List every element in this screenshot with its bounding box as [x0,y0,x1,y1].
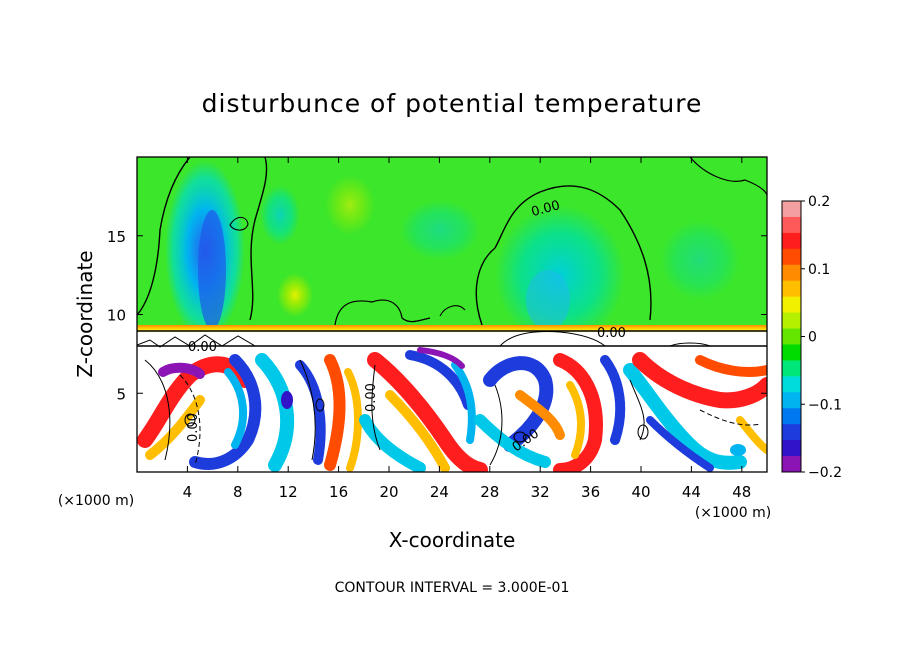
upper-contour-2 [249,157,268,321]
colorbar-tick-label: −0.1 [808,397,842,413]
x-tick-label: 12 [279,483,298,501]
cyan-patch-2 [400,200,480,260]
contour-label-upper-right: 0.00 [530,198,562,220]
colorbar-swatch [782,424,801,441]
colorbar-swatch [782,392,801,409]
contour-interval-note: CONTOUR INTERVAL = 3.000E-01 [335,580,570,596]
warm-patch-2 [325,175,375,235]
upper-contour-1 [137,157,191,316]
upper-contour-4 [334,299,431,326]
x-tick-label: 20 [379,483,398,501]
upper-contour-5 [689,157,767,196]
x-tick-label: 32 [531,483,550,501]
plot-area [137,157,767,472]
y-tick-label: 5 [116,385,126,403]
upper-contour-3 [475,185,652,326]
x-tick-label: 36 [581,483,600,501]
cyan-patch-3 [660,220,740,300]
y-tick-label: 10 [107,307,126,325]
warm-patch-1 [277,273,313,317]
cyan-patch [260,185,300,245]
colorbar-tick-label: 0.2 [808,194,830,210]
lower-contours [137,331,761,466]
y-axis-label: Z-coordinate [73,250,97,377]
colorbar-tick-label: 0.1 [808,262,830,278]
x-tick-label: 4 [183,483,193,501]
upper-contour-7 [439,305,466,317]
colorbar-swatch [782,248,801,266]
x-tick-label: 8 [233,483,243,501]
colorbar-swatch [782,344,801,361]
colorbar-swatch [782,408,801,425]
colorbar-swatch [782,328,801,345]
chart-title: disturbunce of potential temperature [202,89,703,118]
colorbar-swatch [782,376,801,393]
cool-plume-left-core [198,210,226,330]
x-tick-label: 40 [631,483,650,501]
colorbar-swatch [782,280,801,298]
x-unit-label: (×1000 m) [695,505,771,521]
colorbar-tick-label: −0.2 [808,465,842,481]
x-tick-label: 16 [329,483,348,501]
y-tick-label: 15 [107,228,126,246]
colorbar: 0.2 0.1 0 −0.1 −0.2 [781,194,842,481]
colorbar-swatch [782,456,801,473]
colorbar-swatch [782,201,801,218]
x-axis-label: X-coordinate [389,528,516,552]
contour-label-band-right: 0.00 [597,326,626,341]
x-axis-ticks: 4 8 12 16 20 24 28 32 36 40 44 48 [183,157,751,501]
x-tick-label: 44 [682,483,701,501]
z-unit-label: (×1000 m) [58,493,134,509]
contour-label-lower-1: 0.00 [186,413,201,442]
colorbar-swatch [782,440,801,457]
contour-label-lower-2: 0.00 [364,383,379,412]
x-tick-label: 28 [480,483,499,501]
colorbar-swatch [782,312,801,330]
colorbar-swatch [782,232,801,250]
colorbar-tick-label: 0 [808,330,817,346]
y-axis-ticks: 5 10 15 [107,228,767,403]
x-tick-label: 48 [732,483,751,501]
cool-plume-right-core [526,270,570,330]
contour-label-band-left: 0.00 [188,340,217,355]
upper-contour-6 [229,216,249,231]
x-tick-label: 24 [430,483,449,501]
colorbar-swatch [782,360,801,377]
colorbar-swatch [782,264,801,282]
colorbar-swatch [782,216,801,234]
tropopause-band [137,325,767,347]
colorbar-swatch [782,296,801,314]
